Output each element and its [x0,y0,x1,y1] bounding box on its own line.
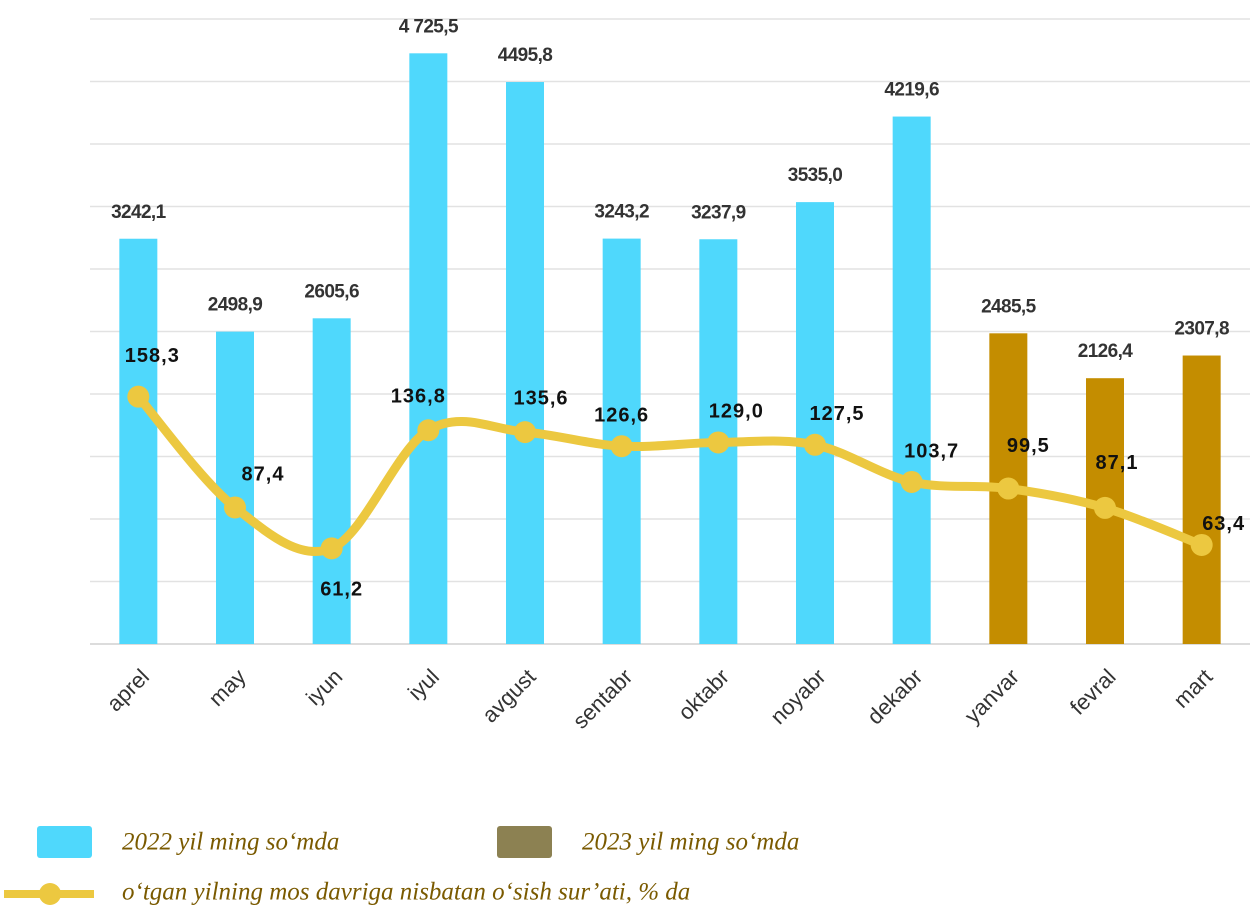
x-tick-label: sentabr [568,664,638,734]
line-marker [127,385,150,408]
x-tick-label: mart [1169,664,1218,713]
line-value-label: 103,7 [904,440,959,462]
bar-value-label: 3237,9 [691,202,746,223]
bar-value-label: 2485,5 [981,296,1037,317]
line [133,392,1207,557]
line-marker [514,421,536,444]
line-value-label: 99,5 [1007,435,1050,457]
bar [409,53,448,644]
line-value-label: 127,5 [809,403,864,425]
line-value-label: 63,4 [1202,513,1245,535]
x-tick-label: dekabr [862,664,927,729]
legend-swatch [497,826,552,858]
line-marker [224,496,246,519]
line-value-label: 87,4 [242,464,285,486]
line-marker [1094,496,1116,519]
bar-value-label: 3243,2 [594,202,649,223]
x-tick-label: yanvar [960,664,1024,728]
x-tick-label: iyun [301,664,347,710]
bar-value-label: 2126,4 [1078,341,1134,362]
legend-label: 2023 yil ming so‘mda [582,829,799,856]
bar-value-label: 3242,1 [111,202,167,223]
line-marker [997,477,1020,500]
line-marker [707,431,730,454]
line-marker [320,537,343,560]
bar [892,116,931,645]
legend-marker [39,883,61,905]
bar-value-label: 2498,9 [208,295,263,316]
bar-value-label: 3535,0 [788,165,843,186]
bar [1182,355,1221,644]
line-value-label: 126,6 [594,404,649,426]
bar-value-label: 4 725,5 [399,16,459,37]
x-tick-label: avgust [477,664,541,728]
line-value-label: 158,3 [125,345,180,367]
line-marker [804,433,826,456]
x-tick-label: oktabr [673,664,734,725]
line-marker [1190,533,1213,556]
legend-label: 2022 yil ming so‘mda [122,829,339,856]
line-marker [417,419,440,442]
line-value-label: 129,0 [709,401,764,423]
bar-value-label: 4495,8 [498,45,553,66]
bar [796,202,834,644]
line-marker [610,435,633,458]
x-tick-label: aprel [102,664,154,716]
bar [312,318,351,644]
bar [216,331,254,644]
x-tick-label: noyabr [765,664,830,729]
line-value-label: 136,8 [391,386,446,408]
legend-swatch [37,826,92,858]
line-value-label: 135,6 [513,387,568,409]
bar-value-label: 2605,6 [304,281,359,302]
bar [506,82,544,644]
x-tick-label: fevral [1065,664,1121,720]
bar [119,238,158,645]
legend-label: o‘tgan yilning mos davriga nisbatan o‘si… [122,879,690,906]
line-value-label: 87,1 [1096,452,1139,474]
line-value-label: 61,2 [320,579,363,601]
line-marker [900,470,923,493]
bar-value-label: 2307,8 [1174,319,1229,340]
bar-value-label: 4219,6 [884,80,939,101]
x-tick-label: may [204,664,251,711]
x-tick-label: iyul [403,664,444,705]
